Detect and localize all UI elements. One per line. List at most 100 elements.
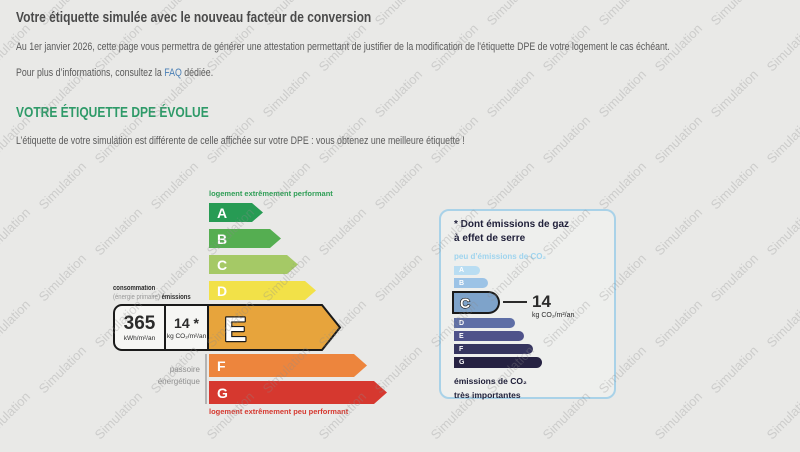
ges-box: * Dont émissions de gaz à effet de serre…: [439, 209, 616, 400]
ges-unit: kg CO₂/m²/an: [532, 312, 575, 319]
watermark-text: Simulation: [91, 204, 146, 259]
co2-value: 14 *: [174, 314, 199, 331]
watermark-text: Simulation: [0, 388, 34, 443]
evolution-heading: VOTRE ÉTIQUETTE DPE ÉVOLUE: [16, 104, 209, 121]
ges-class-e-letter: E: [459, 332, 464, 340]
faq-link[interactable]: FAQ: [164, 67, 182, 79]
watermark-text: Simulation: [651, 112, 706, 167]
watermark-text: Simulation: [707, 158, 762, 213]
dpe-selected-class-arrow: E: [207, 304, 342, 351]
watermark-text: Simulation: [0, 296, 34, 351]
passoire-label: passoire énergétique: [118, 364, 200, 388]
energy-value-cell: 365 kWh/m²/an: [115, 306, 166, 349]
ges-low-emissions-label: peu d’émissions de CO₂: [454, 252, 547, 261]
watermark-text: Simulation: [483, 158, 538, 213]
watermark-text: Simulation: [707, 66, 762, 121]
consumption-sublabel: (énergie primaire): [113, 294, 160, 301]
watermark-text: Simulation: [259, 158, 314, 213]
dpe-top-caption: logement extrêmement performant: [209, 189, 333, 198]
energy-value: 365: [123, 312, 156, 334]
faq-prefix: Pour plus d’informations, consultez la: [16, 67, 165, 79]
dpe-bottom-caption: logement extrêmement peu performant: [209, 407, 349, 416]
page-title: Votre étiquette simulée avec le nouveau …: [16, 9, 372, 26]
dpe-value-headers: consommation (énergie primaire) émission…: [113, 284, 195, 302]
dpe-class-d-letter: D: [217, 282, 228, 299]
ges-class-a-bar: A: [454, 266, 480, 275]
watermark-text: Simulation: [315, 204, 370, 259]
watermark-text: Simulation: [763, 388, 800, 443]
watermark-text: Simulation: [371, 0, 426, 29]
emissions-label: émissions: [161, 294, 191, 301]
watermark-text: Simulation: [91, 388, 146, 443]
co2-unit: kg CO₂/m²/an: [166, 332, 207, 340]
passoire-line1: passoire: [169, 365, 200, 374]
faq-suffix: dédiée.: [181, 67, 214, 79]
watermark-text: Simulation: [707, 342, 762, 397]
watermark-text: Simulation: [259, 66, 314, 121]
ges-class-f-bar: F: [454, 344, 533, 354]
watermark-text: Simulation: [763, 204, 800, 259]
ges-class-e-bar: E: [454, 331, 524, 341]
dpe-class-g-letter: G: [217, 384, 228, 401]
dpe-class-b-letter: B: [217, 230, 228, 247]
watermark-text: Simulation: [483, 66, 538, 121]
ges-class-g-bar: G: [454, 357, 542, 368]
watermark-text: Simulation: [35, 250, 90, 305]
ges-class-d-bar: D: [454, 318, 515, 328]
ges-title-line1: * Dont émissions de gaz: [454, 219, 570, 230]
ges-class-b-bar: B: [454, 278, 488, 288]
dpe-class-d-arrow: D: [209, 281, 316, 300]
watermark-text: Simulation: [539, 112, 594, 167]
dpe-class-c-letter: C: [217, 256, 228, 273]
evolution-paragraph: L’étiquette de votre simulation est diff…: [16, 135, 465, 147]
watermark-text: Simulation: [707, 250, 762, 305]
watermark-text: Simulation: [35, 342, 90, 397]
passoire-bracket-line: [205, 354, 207, 404]
watermark-text: Simulation: [595, 0, 650, 29]
ges-selected-class-bar: C: [452, 291, 500, 314]
watermark-text: Simulation: [147, 158, 202, 213]
dpe-class-f-letter: F: [217, 357, 226, 374]
watermark-text: Simulation: [483, 0, 538, 29]
ges-class-b-letter: B: [459, 279, 465, 287]
ges-title-line2: à effet de serre: [454, 233, 526, 244]
watermark-text: Simulation: [651, 388, 706, 443]
dpe-class-f-arrow: F: [209, 354, 367, 377]
watermark-text: Simulation: [371, 158, 426, 213]
intro-paragraph: Au 1er janvier 2026, cette page vous per…: [16, 41, 670, 53]
dpe-class-b-arrow: B: [209, 229, 281, 248]
watermark-text: Simulation: [0, 204, 34, 259]
dpe-class-g-arrow: G: [209, 381, 387, 404]
watermark-text: Simulation: [763, 112, 800, 167]
ges-high-emissions-line1: émissions de CO₂: [454, 376, 527, 386]
watermark-text: Simulation: [651, 204, 706, 259]
ges-class-d-letter: D: [459, 319, 465, 327]
watermark-text: Simulation: [371, 250, 426, 305]
faq-paragraph: Pour plus d’informations, consultez la F…: [16, 67, 213, 79]
energy-unit: kWh/m²/an: [123, 334, 156, 342]
dpe-class-a-arrow: A: [209, 203, 263, 222]
watermark-text: Simulation: [707, 0, 762, 29]
ges-class-g-letter: G: [459, 359, 465, 366]
watermark-text: Simulation: [763, 20, 800, 75]
consumption-label: consommation: [113, 285, 156, 292]
watermark-text: Simulation: [763, 296, 800, 351]
ges-high-emissions-line2: très importantes: [454, 390, 521, 400]
watermark-text: Simulation: [651, 296, 706, 351]
watermark-text: Simulation: [595, 158, 650, 213]
watermark-text: Simulation: [371, 66, 426, 121]
ges-value-connector-line: [503, 301, 527, 303]
dpe-selected-class-letter: E: [224, 311, 247, 349]
ges-value: 14: [532, 292, 551, 311]
ges-class-a-letter: A: [459, 267, 465, 274]
watermark-text: Simulation: [35, 158, 90, 213]
passoire-line2: énergétique: [157, 377, 200, 386]
watermark-text: Simulation: [595, 66, 650, 121]
dpe-class-a-letter: A: [217, 204, 228, 221]
dpe-class-c-arrow: C: [209, 255, 298, 274]
co2-value-cell: 14 * kg CO₂/m²/an: [166, 306, 207, 349]
dpe-value-box: 365 kWh/m²/an 14 * kg CO₂/m²/an: [113, 304, 209, 351]
ges-selected-class-letter: C: [459, 294, 471, 311]
ges-class-f-letter: F: [459, 345, 464, 353]
